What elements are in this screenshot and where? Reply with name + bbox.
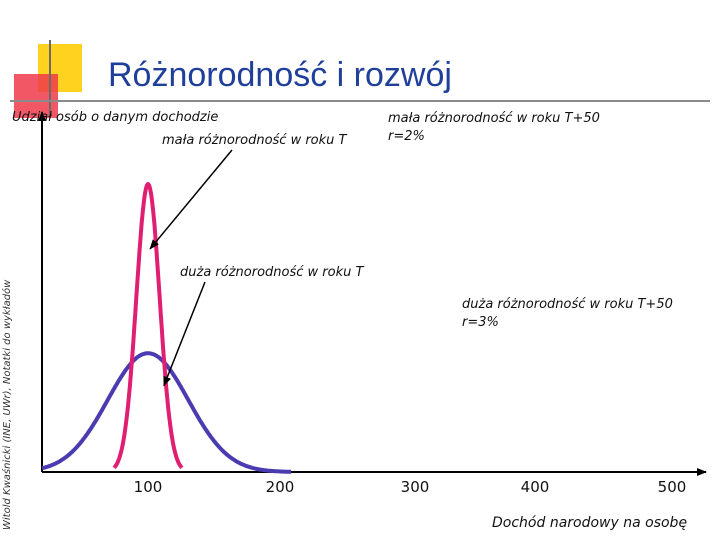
annotation-wide-T50: duża różnorodność w roku T+50 r=3%	[462, 296, 673, 332]
annotation-wide-T50-line1: duża różnorodność w roku T+50	[462, 297, 673, 312]
slide-title: Różnorodność i rozwój	[108, 56, 452, 94]
series-wide-distribution	[41, 351, 292, 474]
x-tick-label: 300	[400, 478, 430, 496]
series-narrow-distribution	[112, 182, 184, 470]
x-tick-label: 200	[265, 478, 295, 496]
decor-vertical-line	[49, 40, 51, 118]
annotation-wide-T: duża różnorodność w roku T	[180, 265, 364, 280]
annotation-wide-T50-rate: r=3%	[462, 315, 499, 330]
x-axis-label: Dochód narodowy na osobę	[492, 515, 688, 531]
y-axis-label: Udział osób o danym dochodzie	[12, 110, 219, 125]
annotation-arrow-wide	[163, 281, 206, 387]
annotation-narrow-T: mała różnorodność w roku T	[162, 133, 347, 148]
annotation-narrow-T50-rate: r=2%	[388, 129, 425, 144]
annotation-narrow-T50: mała różnorodność w roku T+50 r=2%	[388, 110, 600, 146]
x-tick-label: 100	[133, 478, 163, 496]
x-tick-label: 400	[520, 478, 550, 496]
decor-horizontal-line	[10, 100, 710, 102]
annotation-arrow-narrow	[149, 149, 233, 250]
annotation-narrow-T50-line1: mała różnorodność w roku T+50	[388, 111, 600, 126]
x-tick-label: 500	[657, 478, 687, 496]
